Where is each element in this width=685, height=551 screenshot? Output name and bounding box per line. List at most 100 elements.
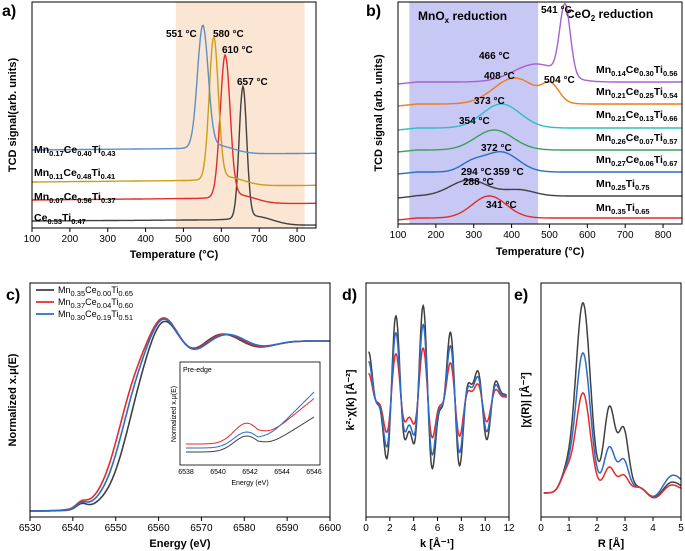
panel-a-series-labels: Mn0.17Ce0.40Ti0.43 Mn0.11Ce0.48Ti0.41 Mn0.… — [34, 144, 116, 226]
panel-d-tick-label: 0 — [363, 523, 369, 534]
panel-c-label: c) — [6, 287, 20, 304]
inset-ylabel: Normalized x.μ(E) — [171, 386, 178, 442]
panel-a-tick-label: 100 — [24, 234, 41, 245]
peak-label-657: 657 °C — [237, 77, 268, 88]
panel-c: c) 6530 6540 6550 6560 6570 6580 6590 6600 Ener… — [6, 282, 342, 550]
panel-d-tick-label: 12 — [503, 523, 515, 534]
sample-formula: Mn0.21Ce0.13Ti0.66 — [596, 109, 678, 123]
panel-c-tick-label: 6580 — [233, 523, 256, 534]
panel-b-x-ticks: 100 200 300 400 500 600 700 800 — [390, 224, 672, 241]
panel-e-tick-label: 4 — [650, 523, 656, 534]
peak-label-408: 408 °C — [484, 71, 515, 82]
panel-c-x-ticks: 6530 6540 6550 6560 6570 6580 6590 6600 — [19, 517, 342, 534]
panel-a-tick-label: 500 — [175, 234, 192, 245]
inset-mn030-curve — [186, 391, 315, 449]
panel-b: b) MnOx reduction 100 200 300 400 500 600 700 8… — [366, 1, 683, 258]
panel-e-frame — [540, 282, 682, 518]
peak-label-359: 359 °C — [493, 167, 524, 178]
panel-c-frame — [29, 282, 331, 518]
sample-formula: Mn0.17Ce0.40Ti0.43 — [34, 144, 116, 158]
panel-c-curves — [30, 317, 330, 512]
panel-c-tick-label: 6560 — [147, 523, 170, 534]
sample-formula: Mn0.30Ce0.19Ti0.51 — [58, 309, 133, 322]
inset-tick-label: 6544 — [274, 469, 290, 476]
panel-a-tick-label: 800 — [289, 234, 306, 245]
panel-d-frame — [365, 282, 510, 518]
panel-a-tick-label: 200 — [62, 234, 79, 245]
panel-a-xlabel: Temperature (°C) — [130, 249, 219, 261]
panel-d: d) 0 2 4 6 8 10 12 k [Å⁻¹] k²·χ(k) [Å⁻²] — [342, 282, 515, 550]
panel-c-tick-label: 6600 — [319, 523, 342, 534]
mn027-curve — [397, 151, 682, 175]
sample-formula: Mn0.25Ti0.75 — [596, 178, 650, 192]
mnox-reduction-region — [409, 2, 539, 224]
exafs-k-mn030-curve — [368, 323, 508, 457]
panel-b-tick-label: 500 — [541, 230, 558, 241]
panel-b-curves — [397, 2, 682, 221]
peak-label-288: 288 °C — [463, 177, 494, 188]
panel-b-tick-label: 600 — [579, 230, 596, 241]
panel-c-xlabel: Energy (eV) — [149, 538, 210, 550]
panel-e: e) 0 1 2 3 4 5 R [Å] |χ(R)| [Å⁻³] — [514, 282, 684, 550]
panel-a-ylabel: TCD signal(arb. units) — [7, 58, 19, 173]
panel-d-tick-label: 6 — [435, 523, 441, 534]
mn007-curve — [32, 53, 316, 205]
panel-a-tick-label: 600 — [213, 234, 230, 245]
peak-label-466: 466 °C — [479, 51, 510, 62]
mn021-025-curve — [397, 77, 682, 107]
panel-b-tick-label: 400 — [503, 230, 520, 241]
panel-d-ylabel: k²·χ(k) [Å⁻²] — [344, 369, 357, 430]
panel-d-tick-label: 8 — [459, 523, 465, 534]
peak-label-354: 354 °C — [459, 116, 490, 127]
panel-e-ylabel: |χ(R)| [Å⁻³] — [519, 372, 532, 428]
panel-e-tick-label: 0 — [538, 523, 544, 534]
inset-tick-label: 6542 — [242, 469, 258, 476]
panel-b-tick-label: 200 — [428, 230, 445, 241]
peak-label-541: 541 °C — [541, 5, 572, 16]
panel-a-frame — [31, 1, 317, 229]
panel-e-label: e) — [514, 287, 528, 304]
sample-formula: Mn0.21Ce0.25Ti0.54 — [596, 86, 678, 100]
panel-e-tick-label: 5 — [678, 523, 684, 534]
panel-d-tick-label: 2 — [387, 523, 393, 534]
panel-d-label: d) — [342, 287, 357, 304]
panel-b-tick-label: 700 — [617, 230, 634, 241]
panel-e-tick-label: 1 — [566, 523, 572, 534]
sample-formula: Mn0.35Ce0.00Ti0.65 — [58, 285, 133, 298]
sample-formula: Mn0.37Ce0.04Ti0.60 — [58, 297, 133, 310]
exafs-k-mn035-curve — [368, 303, 508, 470]
panel-e-curves — [543, 302, 682, 499]
panel-b-tick-label: 100 — [390, 230, 407, 241]
peak-label-551: 551 °C — [166, 29, 197, 40]
peak-label-294: 294 °C — [461, 167, 492, 178]
sample-formula: Mn0.26Ce0.07Ti0.57 — [596, 132, 678, 146]
inset-tick-label: 6538 — [178, 469, 194, 476]
sample-formula: Mn0.27Ce0.06Ti0.67 — [596, 154, 678, 168]
panel-c-legend: Mn0.35Ce0.00Ti0.65Mn0.37Ce0.04Ti0.60Mn0.… — [36, 285, 133, 322]
panel-c-tick-label: 6540 — [62, 523, 85, 534]
peak-label-580: 580 °C — [213, 29, 244, 40]
panel-b-label: b) — [366, 3, 381, 20]
panel-b-series-labels: Mn0.14Ce0.30Ti0.56 Mn0.21Ce0.25Ti0.54 Mn0.… — [596, 64, 678, 216]
exafs-r-mn037-curve — [543, 392, 682, 499]
panel-a-label: a) — [2, 3, 16, 20]
mn035-ti-curve — [397, 195, 682, 221]
peak-label-504: 504 °C — [544, 75, 575, 86]
panel-b-xlabel: Temperature (°C) — [496, 246, 585, 258]
xanes-mn030-curve — [30, 318, 330, 512]
sample-formula: Ce0.53Ti0.47 — [34, 212, 86, 226]
inset-x-ticks: 6538 6540 6542 6544 6546 — [178, 469, 322, 476]
inset-tick-label: 6546 — [306, 469, 322, 476]
inset-mn037-curve — [186, 398, 315, 445]
panel-a-x-ticks: 100 200 300 400 500 600 700 800 — [24, 228, 306, 245]
mn026-curve — [397, 129, 682, 153]
inset-frame — [179, 361, 321, 466]
inset-mn035-curve — [186, 416, 315, 453]
panel-a-tick-label: 400 — [137, 234, 154, 245]
sample-formula: Mn0.14Ce0.30Ti0.56 — [596, 64, 678, 78]
panel-d-xlabel: k [Å⁻¹] — [420, 537, 454, 550]
peak-label-610: 610 °C — [222, 45, 253, 56]
peak-label-373: 373 °C — [474, 96, 505, 107]
panel-b-tick-label: 300 — [465, 230, 482, 241]
